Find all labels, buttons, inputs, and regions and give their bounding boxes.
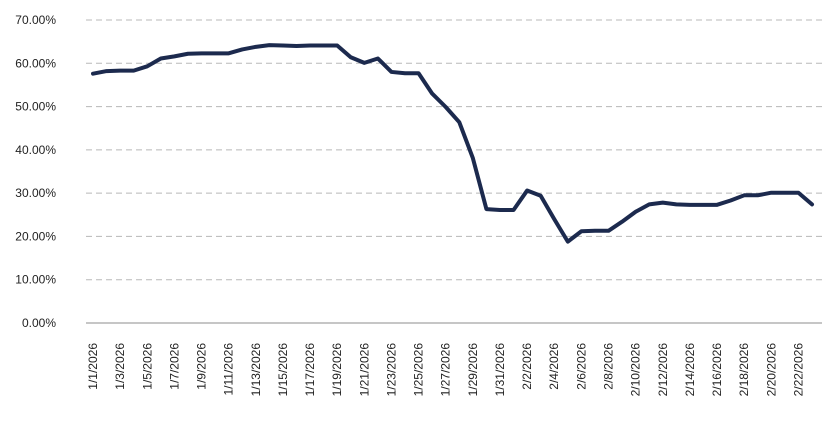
y-tick-label: 70.00%	[15, 13, 56, 27]
x-tick-label: 1/11/2026	[222, 343, 236, 396]
x-tick-label: 1/13/2026	[249, 343, 263, 397]
x-tick-label: 1/9/2026	[195, 343, 209, 390]
y-tick-label: 60.00%	[15, 56, 56, 70]
y-tick-label: 50.00%	[15, 100, 56, 114]
x-tick-label: 2/18/2026	[737, 343, 751, 397]
x-tick-label: 1/27/2026	[439, 343, 453, 397]
x-tick-label: 1/25/2026	[412, 343, 426, 397]
y-tick-label: 30.00%	[15, 186, 56, 200]
x-tick-label: 2/10/2026	[629, 343, 643, 397]
x-tick-label: 2/22/2026	[791, 343, 805, 397]
x-tick-label: 1/7/2026	[167, 343, 181, 390]
x-tick-label: 2/14/2026	[683, 343, 697, 397]
x-tick-label: 2/20/2026	[764, 343, 778, 397]
x-tick-label: 1/17/2026	[303, 343, 317, 397]
y-tick-label: 10.00%	[15, 273, 56, 287]
x-axis: 1/1/2026 1/3/2026 1/5/2026 1/7/2026 1/9/2026…	[86, 322, 822, 397]
x-tick-label: 2/4/2026	[547, 343, 561, 390]
x-tick-label: 1/23/2026	[384, 343, 398, 397]
x-tick-label: 2/2/2026	[520, 343, 534, 390]
x-tick-label: 1/3/2026	[113, 343, 127, 390]
series-layer	[91, 43, 814, 244]
x-tick-label: 1/29/2026	[466, 343, 480, 397]
series-line	[91, 43, 814, 244]
x-tick-label: 2/8/2026	[602, 343, 616, 390]
gridlines	[86, 19, 822, 281]
x-tick-label: 1/5/2026	[140, 343, 154, 390]
x-tick-label: 2/6/2026	[574, 343, 588, 390]
x-tick-label: 2/12/2026	[656, 343, 670, 397]
y-tick-label: 40.00%	[15, 143, 56, 157]
y-axis: 0.00% 10.00% 20.00% 30.00% 40.00% 50.00% 60.00…	[15, 13, 56, 330]
x-tick-label: 1/21/2026	[357, 343, 371, 397]
x-tick-label: 1/19/2026	[330, 343, 344, 397]
y-tick-label: 20.00%	[15, 229, 56, 243]
x-tick-label: 1/31/2026	[493, 343, 507, 397]
x-tick-label: 2/16/2026	[710, 343, 724, 397]
y-tick-label: 0.00%	[22, 316, 56, 330]
x-tick-label: 1/15/2026	[276, 343, 290, 397]
x-tick-label: 1/1/2026	[86, 343, 100, 390]
